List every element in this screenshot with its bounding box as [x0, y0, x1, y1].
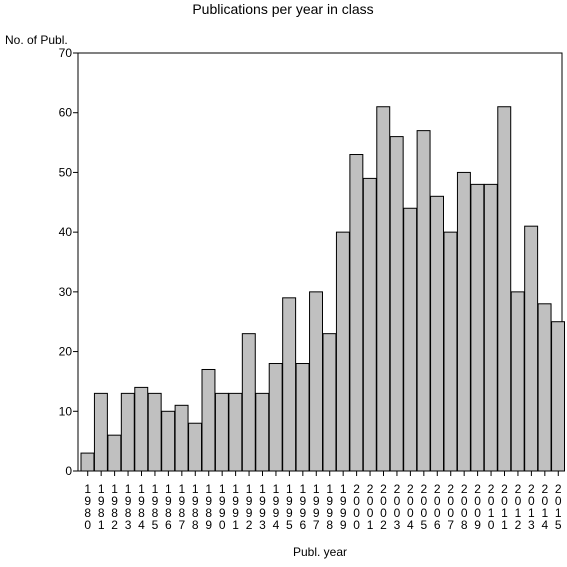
bar-1999 [335, 231, 350, 472]
bar-1998 [322, 333, 337, 472]
bar-1992 [241, 333, 256, 472]
bar-1993 [255, 392, 270, 472]
y-tick-label: 0 [65, 464, 72, 478]
bar-2010 [483, 183, 498, 472]
y-tick-label: 50 [59, 165, 73, 179]
y-tick-label: 10 [59, 404, 73, 418]
bar-1997 [309, 291, 323, 472]
y-tick-label: 70 [59, 46, 73, 60]
y-tick-label: 30 [59, 285, 73, 299]
bar-1991 [228, 392, 243, 472]
bar-1988 [188, 422, 202, 472]
bar-2011 [497, 106, 512, 472]
bar-1985 [147, 392, 162, 472]
y-axis-label: No. of Publ. [5, 33, 68, 47]
bar-1983 [120, 392, 135, 472]
bar-1995 [282, 297, 297, 472]
bar-1984 [134, 386, 149, 472]
x-axis-label: Publ. year [293, 545, 347, 559]
bar-1982 [107, 434, 122, 472]
bar-2006 [430, 195, 444, 472]
bar-2014 [537, 303, 552, 472]
bar-2002 [376, 106, 391, 472]
bar-1989 [201, 368, 216, 472]
bar-2004 [403, 207, 418, 472]
bar-1987 [174, 404, 189, 472]
bar-1981 [93, 392, 108, 472]
y-tick-label: 20 [59, 345, 73, 359]
bar-2003 [389, 136, 404, 472]
y-axis-ticks: 0 10 20 30 40 50 60 70 [59, 46, 78, 478]
y-tick-label: 40 [59, 225, 73, 239]
chart-title: Publications per year in class [192, 1, 373, 17]
bar-2001 [362, 177, 377, 472]
bar-2000 [349, 154, 364, 472]
y-tick-label: 60 [59, 106, 73, 120]
bar-2009 [470, 183, 485, 472]
bar-1996 [295, 363, 310, 472]
bar-2008 [456, 171, 471, 472]
bar-1994 [268, 363, 283, 472]
x-axis-ticks: 1 9 8 0 1 9 8 1 1 9 8 2 1 9 8 3 1 9 8 4 1 9 8 5 1 9 8 6 1 9 8 7 1 9 8 8 1 9 8 9… [84, 471, 562, 532]
bar-2013 [524, 225, 539, 472]
bar-2007 [443, 231, 458, 472]
bar-2015 [551, 321, 565, 472]
bar-1980 [80, 452, 95, 472]
bar-1990 [214, 392, 229, 472]
bar-2005 [416, 130, 431, 472]
bar-1986 [161, 410, 176, 472]
bar-2012 [510, 291, 525, 472]
bars-group [80, 106, 565, 472]
